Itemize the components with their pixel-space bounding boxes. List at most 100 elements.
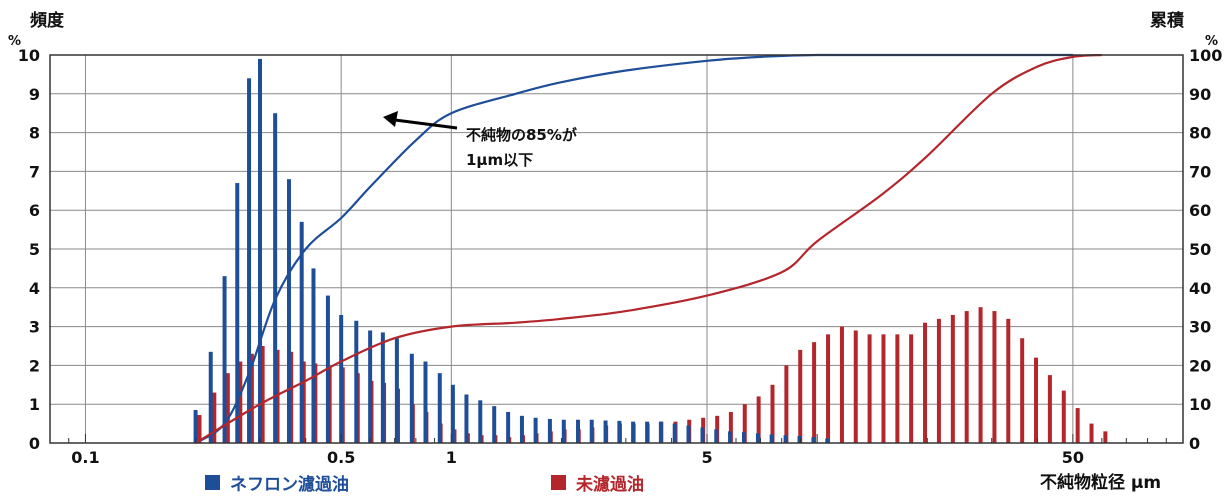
unfiltered-oil-bar xyxy=(881,334,886,443)
nefron-oil-bar xyxy=(299,221,304,443)
nefron-oil-bar xyxy=(519,415,524,443)
y-left-unit: % xyxy=(8,34,21,49)
unfiltered-oil-bar xyxy=(867,334,872,443)
nefron-oil-bar xyxy=(492,406,497,443)
nefron-oil-bar xyxy=(368,330,373,443)
x-tick-label: 5 xyxy=(701,448,712,467)
legend-unfiltered-oil: 未濾過油 xyxy=(551,470,644,495)
unfiltered-oil-bar xyxy=(909,334,914,443)
nefron-oil-bar xyxy=(478,400,483,443)
nefron-oil-bar xyxy=(825,438,830,443)
nefron-oil-bar xyxy=(603,420,608,443)
nefron-oil-bar xyxy=(208,351,213,443)
nefron-oil-bar xyxy=(741,432,746,443)
y-right-tick-label: 60 xyxy=(1189,201,1211,220)
nefron-oil-bar xyxy=(686,425,691,443)
nefron-oil-bar xyxy=(464,394,469,443)
x-tick-label: 0.1 xyxy=(71,448,99,467)
nefron-oil-bar xyxy=(273,113,278,443)
unfiltered-oil-bar xyxy=(784,365,789,443)
nefron-oil-bar xyxy=(286,179,291,443)
nefron-oil-bar xyxy=(728,431,733,443)
nefron-oil-bar xyxy=(589,419,594,443)
unfiltered-oil-bar xyxy=(992,311,997,443)
nefron-oil-bar xyxy=(409,353,414,443)
legend-nefron-swatch xyxy=(205,475,220,490)
unfiltered-oil-bar xyxy=(895,334,900,443)
nefron-oil-bar xyxy=(700,427,705,443)
nefron-oil-bar xyxy=(658,421,663,443)
y-right-tick-label: 10 xyxy=(1189,395,1211,414)
nefron-oil-bar xyxy=(450,384,455,443)
nefron-oil-bar xyxy=(576,419,581,443)
unfiltered-oil-bar xyxy=(249,353,254,443)
unfiltered-oil-bar xyxy=(1034,357,1039,443)
nefron-oil-bar xyxy=(561,419,566,443)
unfiltered-oil-bar xyxy=(923,322,928,443)
unfiltered-oil-bar xyxy=(1089,423,1094,443)
nefron-oil-bar xyxy=(645,421,650,443)
x-tick-label: 0.5 xyxy=(327,448,355,467)
unfiltered-oil-bar xyxy=(798,349,803,443)
unfiltered-oil-bars xyxy=(197,307,1108,443)
unfiltered-cumulative-line xyxy=(195,53,1102,444)
plot-frame xyxy=(49,54,1184,444)
unfiltered-oil-bar xyxy=(1047,375,1052,443)
y-left-tick-label: 10 xyxy=(18,46,40,65)
nefron-oil-bar xyxy=(672,423,677,443)
unfiltered-oil-bar xyxy=(978,307,983,443)
unfiltered-oil-bar xyxy=(715,415,720,443)
unfiltered-oil-bar xyxy=(1103,431,1108,443)
y-right-tick-label: 100 xyxy=(1189,46,1222,65)
unfiltered-oil-bar xyxy=(197,415,202,443)
unfiltered-oil-bar xyxy=(1006,318,1011,443)
y-right-tick-label: 40 xyxy=(1189,279,1211,298)
unfiltered-oil-bar xyxy=(301,361,306,443)
unfiltered-oil-bar xyxy=(936,318,941,443)
legend-nefron-filtered-oil: ネフロン濾過油 xyxy=(205,470,349,495)
unfiltered-oil-bar xyxy=(964,311,969,443)
legend-unfiltered-label: 未濾過油 xyxy=(576,475,644,495)
x-tick-label: 50 xyxy=(1062,448,1084,467)
nefron-oil-bar xyxy=(339,314,344,443)
unfiltered-oil-bar xyxy=(1061,390,1066,443)
unfiltered-oil-bar xyxy=(728,411,733,443)
y-left-tick-label: 4 xyxy=(29,279,40,298)
y-left-title: 頻度 xyxy=(29,10,65,31)
unfiltered-oil-bar xyxy=(1020,338,1025,443)
y-right-tick-label: 70 xyxy=(1189,162,1211,181)
y-left-tick-label: 8 xyxy=(29,124,40,143)
y-left-tick-label: 2 xyxy=(29,356,40,375)
y-right-unit: % xyxy=(1205,34,1218,49)
nefron-oil-bar xyxy=(423,361,428,443)
y-left-tick-label: 7 xyxy=(29,162,40,181)
y-right-tick-label: 90 xyxy=(1189,85,1211,104)
y-left-tick-label: 1 xyxy=(29,395,40,414)
y-right-tick-label: 30 xyxy=(1189,318,1211,337)
nefron-oil-bar xyxy=(222,276,227,443)
annotation-arrow-line xyxy=(394,118,458,130)
y-left-tick-label: 5 xyxy=(29,240,40,259)
y-right-tick-label: 0 xyxy=(1189,434,1200,453)
nefron-oil-bar xyxy=(714,429,719,443)
y-left-tick-label: 0 xyxy=(29,434,40,453)
nefron-oil-bar xyxy=(533,417,538,443)
unfiltered-oil-bar xyxy=(238,361,243,443)
unfiltered-oil-bar xyxy=(289,351,294,443)
annotation-line-2: 1μm以下 xyxy=(466,151,533,169)
nefron-oil-bar xyxy=(811,437,816,443)
y-left-tick-label: 9 xyxy=(29,85,40,104)
nefron-oil-bar xyxy=(311,268,316,443)
x-tick-label: 1 xyxy=(446,448,457,467)
annotation-arrowhead xyxy=(383,111,398,127)
nefron-oil-bar xyxy=(547,418,552,443)
legend-unfiltered-swatch xyxy=(551,475,566,490)
unfiltered-oil-bar xyxy=(839,326,844,443)
nefron-oil-bar xyxy=(437,373,442,443)
nefron-oil-bar xyxy=(617,420,622,443)
x-axis-title: 不純物粒径 μm xyxy=(1040,473,1162,493)
nefron-oil-bar xyxy=(193,410,198,443)
nefron-oil-bar xyxy=(247,78,252,443)
unfiltered-oil-bar xyxy=(756,396,761,443)
